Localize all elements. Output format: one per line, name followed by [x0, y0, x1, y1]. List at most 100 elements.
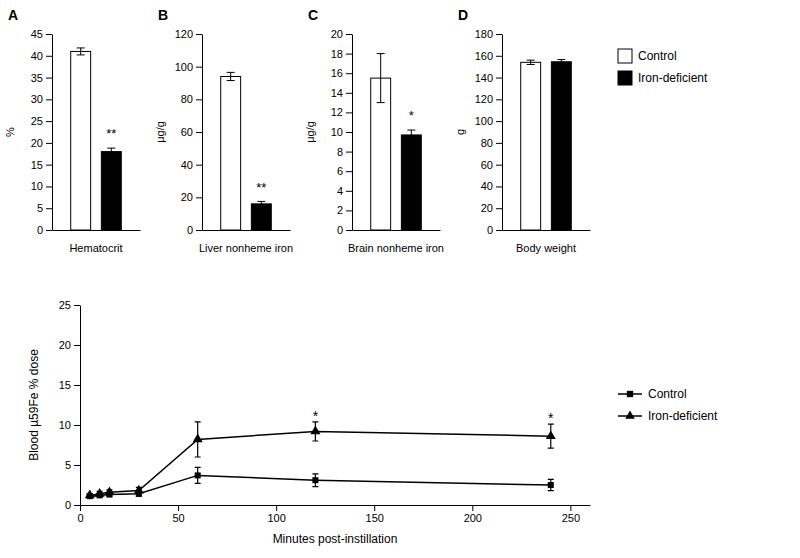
x-axis-tick: 0: [77, 505, 83, 524]
y-axis-tick: 80: [181, 93, 202, 105]
x-axis-title: Hematocrit: [69, 242, 122, 254]
plot-area: 020406080100120140160180: [475, 28, 591, 236]
line: [90, 475, 551, 496]
legend-swatch: [618, 71, 632, 85]
legend-label: Iron-deficient: [648, 409, 718, 423]
y-axis-tick: 8: [337, 146, 352, 158]
y-axis-tick-label: 16: [331, 67, 343, 79]
bar-panel: 051015202530354045**AHematocrit%: [4, 7, 141, 254]
error-bar: [312, 474, 318, 487]
y-axis-tick: 60: [181, 126, 202, 138]
y-axis-tick: 5: [65, 459, 80, 471]
y-axis-tick: 60: [481, 159, 502, 171]
x-axis-line: [81, 505, 591, 506]
point: [134, 485, 144, 494]
y-axis-tick-label: 5: [37, 202, 43, 214]
y-axis-tick-label: 10: [31, 180, 43, 192]
x-axis-tick-label: 200: [464, 512, 482, 524]
x-axis: [203, 230, 291, 231]
y-axis-tick-label: 120: [475, 93, 493, 105]
x-axis-tick: 50: [172, 505, 184, 524]
y-axis-tick: 0: [337, 224, 352, 236]
y-axis-tick-label: 40: [181, 159, 193, 171]
x-axis-tick-mark: [570, 505, 571, 511]
x-axis-tick-label: 250: [562, 512, 580, 524]
point: [193, 434, 203, 443]
bar-panel: 020406080100120140160180DBody weightg: [454, 7, 591, 254]
legend-label: Control: [648, 387, 687, 401]
y-axis-tick: 16: [331, 67, 352, 79]
error-bar: [377, 54, 385, 103]
point: [85, 490, 95, 499]
x-axis-tick: 200: [464, 505, 482, 524]
x-axis-tick-label: 100: [267, 512, 285, 524]
y-axis-tick-label: 35: [31, 72, 43, 84]
y-axis-tick: 20: [331, 28, 352, 40]
panel-label: B: [158, 7, 168, 23]
y-axis-tick: 10: [59, 419, 80, 431]
y-axis-line: [502, 35, 503, 231]
y-axis-tick-label: 140: [475, 72, 493, 84]
y-axis-tick: 5: [37, 202, 52, 214]
y-axis-tick-label: 0: [187, 224, 193, 236]
y-axis-tick-label: 20: [331, 28, 343, 40]
error-bar: [195, 467, 201, 483]
error-bar: [227, 72, 235, 80]
annotation: **: [106, 126, 116, 141]
annotation: **: [256, 180, 266, 195]
legend-item: Control: [618, 49, 677, 63]
y-axis-line: [352, 35, 353, 231]
y-axis-tick: 35: [31, 72, 52, 84]
legend: Control Iron-deficient: [618, 387, 718, 423]
x-axis-line: [53, 230, 141, 231]
y-axis-tick-label: 0: [337, 224, 343, 236]
y-axis-tick: 100: [175, 61, 202, 73]
panel-label: A: [8, 7, 18, 23]
y-axis-tick-mark: [496, 78, 502, 79]
x-axis-tick-mark: [374, 505, 375, 511]
x-axis-tick: 250: [562, 505, 580, 524]
y-axis-tick-label: 60: [481, 159, 493, 171]
y-axis-tick-mark: [74, 505, 80, 506]
marks: [221, 72, 272, 230]
y-axis-tick-mark: [46, 208, 52, 209]
legend: ControlIron-deficient: [618, 49, 708, 85]
y-axis-tick-label: 45: [31, 28, 43, 40]
y-axis-tick-label: 20: [31, 137, 43, 149]
x-axis-line: [353, 230, 441, 231]
y-axis-tick-label: 30: [31, 93, 43, 105]
marks: [85, 422, 556, 499]
x-axis-tick-mark: [472, 505, 473, 511]
point: [312, 477, 318, 483]
legend-marker: [625, 410, 635, 418]
y-axis-tick-label: 25: [31, 115, 43, 127]
error-bar: [548, 479, 554, 490]
y-axis-tick-label: 5: [65, 459, 71, 471]
y-axis-tick-mark: [496, 230, 502, 231]
y-axis: 020406080100120140160180: [475, 28, 503, 236]
x-axis-title: Body weight: [516, 242, 576, 254]
y-axis-tick-label: 2: [337, 204, 343, 216]
y-axis: 02468101214161820: [331, 28, 353, 236]
error-bar: [107, 148, 115, 155]
y-axis-tick-label: 40: [481, 180, 493, 192]
y-axis-tick-mark: [346, 230, 352, 231]
y-axis-tick-label: 6: [337, 165, 343, 177]
x-axis: 050100150200250: [77, 505, 590, 524]
y-axis-tick: 160: [475, 50, 502, 62]
y-axis-tick: 20: [481, 202, 502, 214]
y-axis-tick-mark: [496, 208, 502, 209]
y-axis-tick-mark: [196, 197, 202, 198]
y-axis-tick-mark: [46, 121, 52, 122]
point: [548, 482, 554, 488]
figure: 051015202530354045**AHematocrit%02040608…: [0, 0, 800, 558]
y-axis-tick: 40: [181, 159, 202, 171]
y-axis-tick: 25: [31, 115, 52, 127]
y-axis-tick-label: 100: [475, 115, 493, 127]
y-axis-tick-label: 0: [65, 499, 71, 511]
y-axis-tick-label: 10: [59, 419, 71, 431]
y-axis-tick-mark: [346, 54, 352, 55]
bar: [401, 135, 421, 230]
y-axis-tick-label: 60: [181, 126, 193, 138]
y-axis-tick-mark: [196, 34, 202, 35]
